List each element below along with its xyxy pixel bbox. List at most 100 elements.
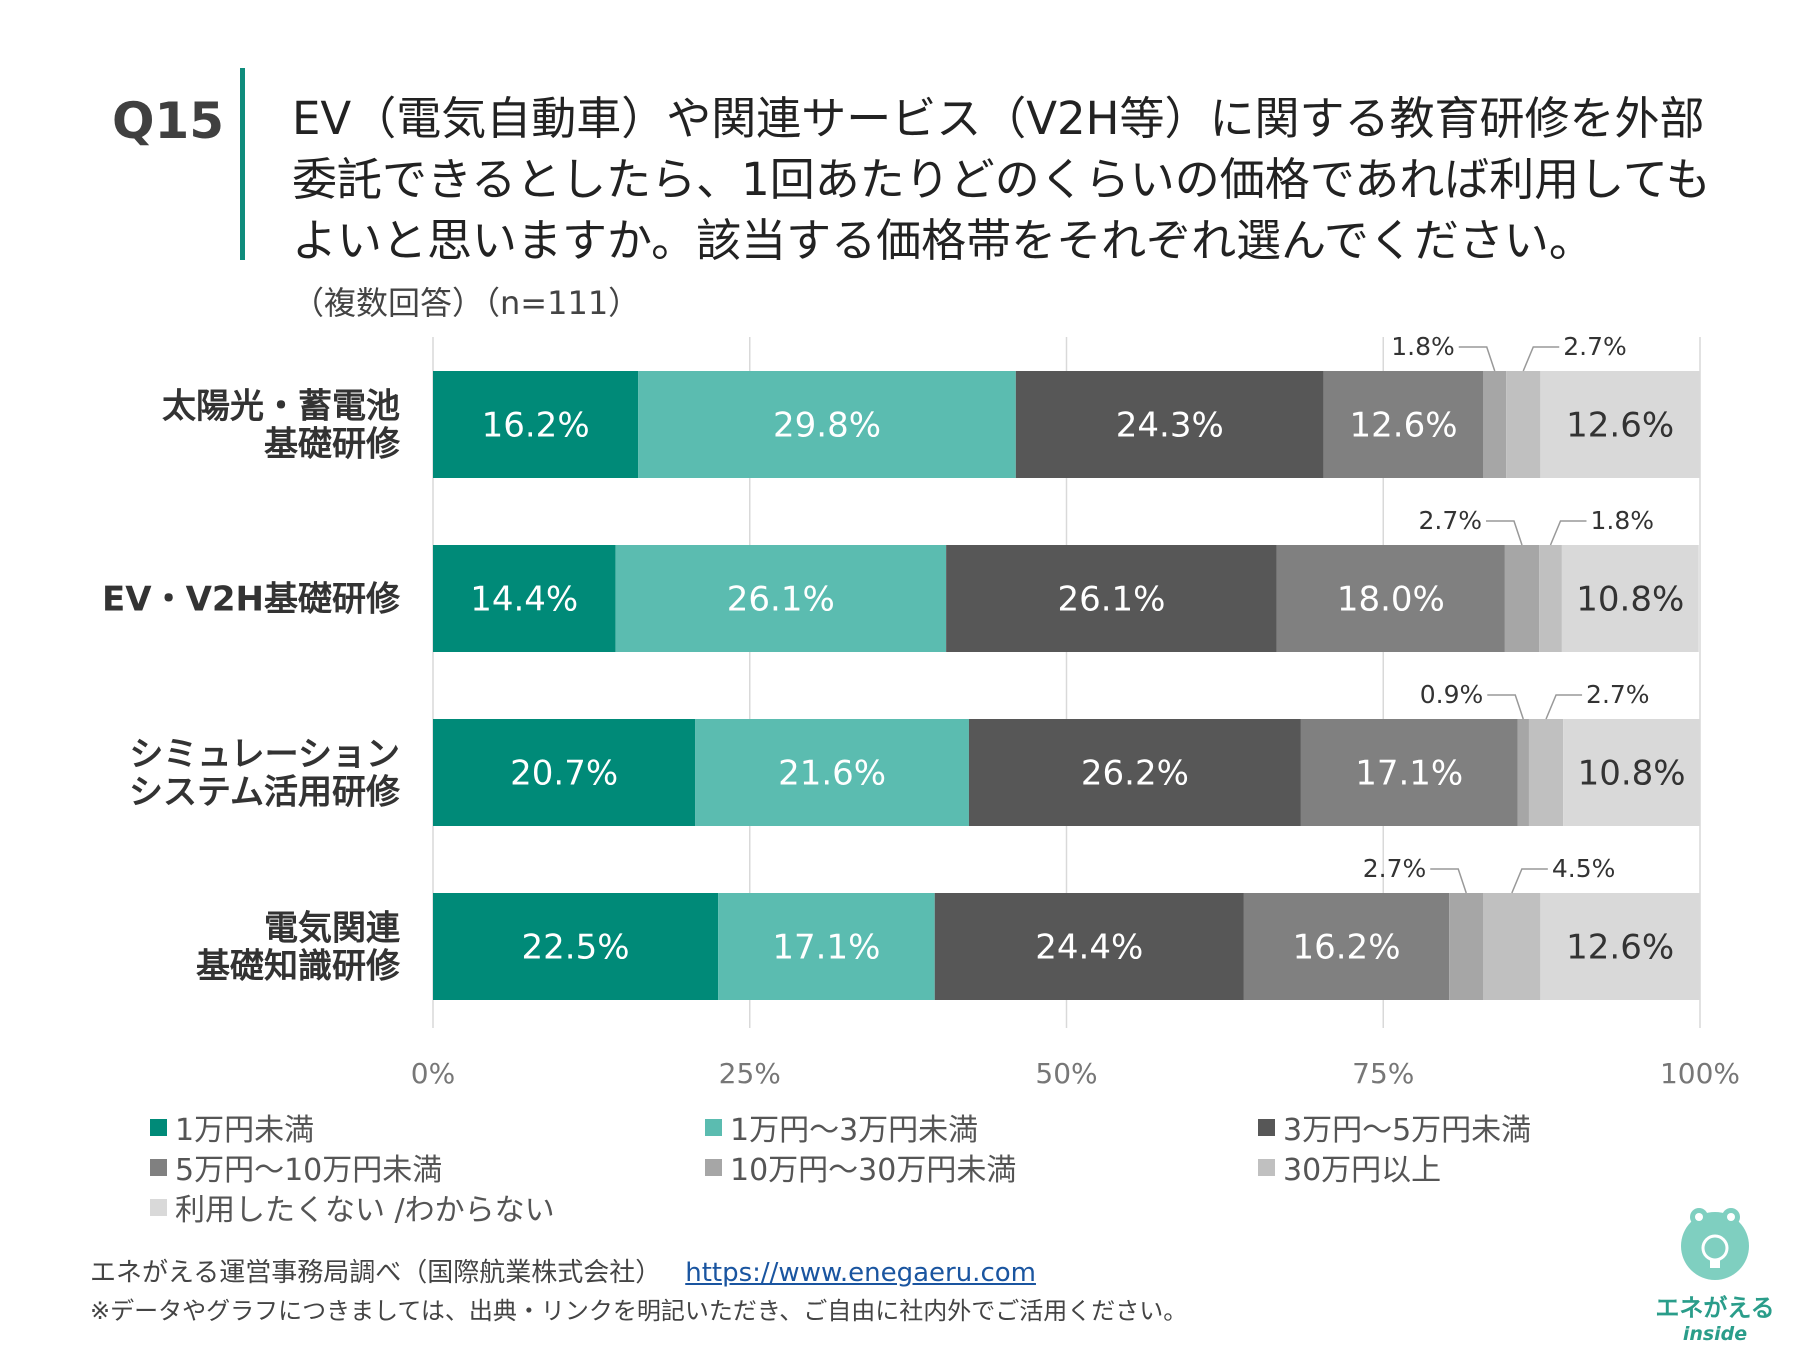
legend-swatch	[1258, 1118, 1275, 1136]
bar-segment	[433, 893, 719, 1000]
bar-segment	[1015, 371, 1324, 478]
data-label: 10.8%	[1578, 754, 1686, 794]
bar-segment	[968, 719, 1301, 826]
data-label: 2.7%	[1563, 332, 1627, 361]
bar-segment	[1483, 371, 1507, 478]
bar-segment	[1563, 719, 1700, 826]
bar-segment	[1449, 893, 1484, 1000]
bar-segment	[934, 893, 1244, 1000]
data-label: 4.5%	[1552, 854, 1616, 883]
data-label: 22.5%	[522, 928, 630, 968]
bar-segment	[433, 371, 639, 478]
callout-line	[1430, 868, 1467, 894]
legend-item: 10万円〜30万円未満	[705, 1145, 1016, 1189]
data-label: 0.9%	[1420, 680, 1484, 709]
data-label: 2.7%	[1418, 506, 1482, 535]
source-text: エネがえる運営事務局調べ（国際航業株式会社）	[90, 1258, 662, 1288]
logo-sub: inside	[1682, 1323, 1748, 1345]
data-label: 18.0%	[1337, 580, 1445, 620]
bar-segment	[1561, 545, 1699, 652]
bar-segment	[1540, 371, 1700, 478]
category-label: システム活用研修	[129, 773, 401, 813]
question-title-line: 委託できるとしたら、1回あたりどのくらいの価格であれば利用しても	[292, 153, 1711, 206]
question-title-line: EV（電気自動車）や関連サービス（V2H等）に関する教育研修を外部	[292, 92, 1705, 145]
data-label: 29.8%	[773, 406, 881, 446]
data-label: 1.8%	[1391, 332, 1455, 361]
x-tick-label: 75%	[1352, 1057, 1414, 1090]
data-label: 20.7%	[510, 754, 618, 794]
bar-segment	[1517, 719, 1529, 826]
bar-segment	[638, 371, 1016, 478]
x-tick-label: 0%	[411, 1057, 455, 1090]
enegaeru-logo: エネがえる inside	[1640, 1200, 1790, 1345]
callout-line	[1511, 868, 1548, 894]
bar-segment	[1243, 893, 1450, 1000]
data-label: 16.2%	[1292, 928, 1400, 968]
callout-line	[1549, 520, 1587, 546]
legend-label: 1万円未満	[175, 1113, 315, 1148]
data-label: 2.7%	[1363, 854, 1427, 883]
legend-label: 5万円〜10万円未満	[175, 1153, 443, 1188]
callout-line	[1545, 694, 1583, 720]
legend-swatch	[150, 1158, 167, 1176]
legend-swatch	[1258, 1158, 1275, 1176]
logo-name: エネがえる	[1655, 1294, 1775, 1322]
data-label: 12.6%	[1350, 406, 1458, 446]
legend-item: 1万円未満	[150, 1105, 314, 1149]
category-label: 基礎知識研修	[196, 947, 401, 987]
bar-segment	[1504, 545, 1540, 652]
bar-segment	[1539, 545, 1562, 652]
category-label: シミュレーション	[129, 735, 400, 775]
category-label: 太陽光・蓄電池	[162, 387, 400, 427]
legend-label: 30万円以上	[1283, 1153, 1442, 1188]
question-title-line: よいと思いますか。該当する価格帯をそれぞれ選んでください。	[292, 214, 1594, 267]
legend-swatch	[705, 1118, 722, 1136]
legend-swatch	[150, 1198, 167, 1216]
bar-segment	[433, 545, 616, 652]
bar-segment	[946, 545, 1277, 652]
callout-line	[1485, 520, 1523, 546]
bar-segment	[695, 719, 969, 826]
source-link[interactable]: https://www.enegaeru.com	[685, 1258, 1036, 1288]
data-label: 26.1%	[727, 580, 835, 620]
legend-swatch	[150, 1118, 167, 1136]
source-note: エネがえる運営事務局調べ（国際航業株式会社） https://www.enegae…	[90, 1252, 1036, 1289]
x-tick-label: 100%	[1660, 1057, 1740, 1090]
bar-segment	[1300, 719, 1518, 826]
bar-segment	[433, 719, 696, 826]
legend-label: 3万円〜5万円未満	[1283, 1113, 1532, 1148]
x-tick-label: 50%	[1035, 1057, 1097, 1090]
data-label: 12.6%	[1566, 928, 1674, 968]
x-tick-label: 25%	[719, 1057, 781, 1090]
usage-note: ※データやグラフにつきましては、出典・リンクを明記いただき、ご自由に社内外でご活…	[90, 1297, 1188, 1325]
category-label: EV・V2H基礎研修	[102, 580, 401, 620]
legend-label: 利用したくない /わからない	[175, 1193, 555, 1228]
bar-segment	[718, 893, 935, 1000]
bar-segment	[1506, 371, 1541, 478]
category-label: 電気関連	[264, 909, 401, 949]
data-label: 12.6%	[1566, 406, 1674, 446]
data-label: 14.4%	[470, 580, 578, 620]
bar-segment	[1483, 893, 1541, 1000]
callout-line	[1522, 346, 1560, 372]
data-label: 24.4%	[1035, 928, 1143, 968]
callout-line	[1458, 346, 1496, 372]
callout-line	[1487, 694, 1524, 720]
data-label: 1.8%	[1590, 506, 1654, 535]
legend-item: 利用したくない /わからない	[150, 1185, 555, 1229]
legend-item: 30万円以上	[1258, 1145, 1441, 1189]
bar-segment	[615, 545, 947, 652]
data-label: 17.1%	[1355, 754, 1463, 794]
bar-segment	[1540, 893, 1700, 1000]
data-label: 2.7%	[1586, 680, 1650, 709]
bar-segment	[1323, 371, 1484, 478]
data-label: 26.2%	[1081, 754, 1189, 794]
data-label: 21.6%	[778, 754, 886, 794]
legend-swatch	[705, 1158, 722, 1176]
data-label: 16.2%	[482, 406, 590, 446]
question-subtitle: （複数回答）（n=111）	[292, 284, 641, 322]
legend-item: 1万円〜3万円未満	[705, 1105, 978, 1149]
legend-label: 10万円〜30万円未満	[730, 1153, 1017, 1188]
category-label: 基礎研修	[264, 425, 401, 465]
data-label: 26.1%	[1057, 580, 1165, 620]
